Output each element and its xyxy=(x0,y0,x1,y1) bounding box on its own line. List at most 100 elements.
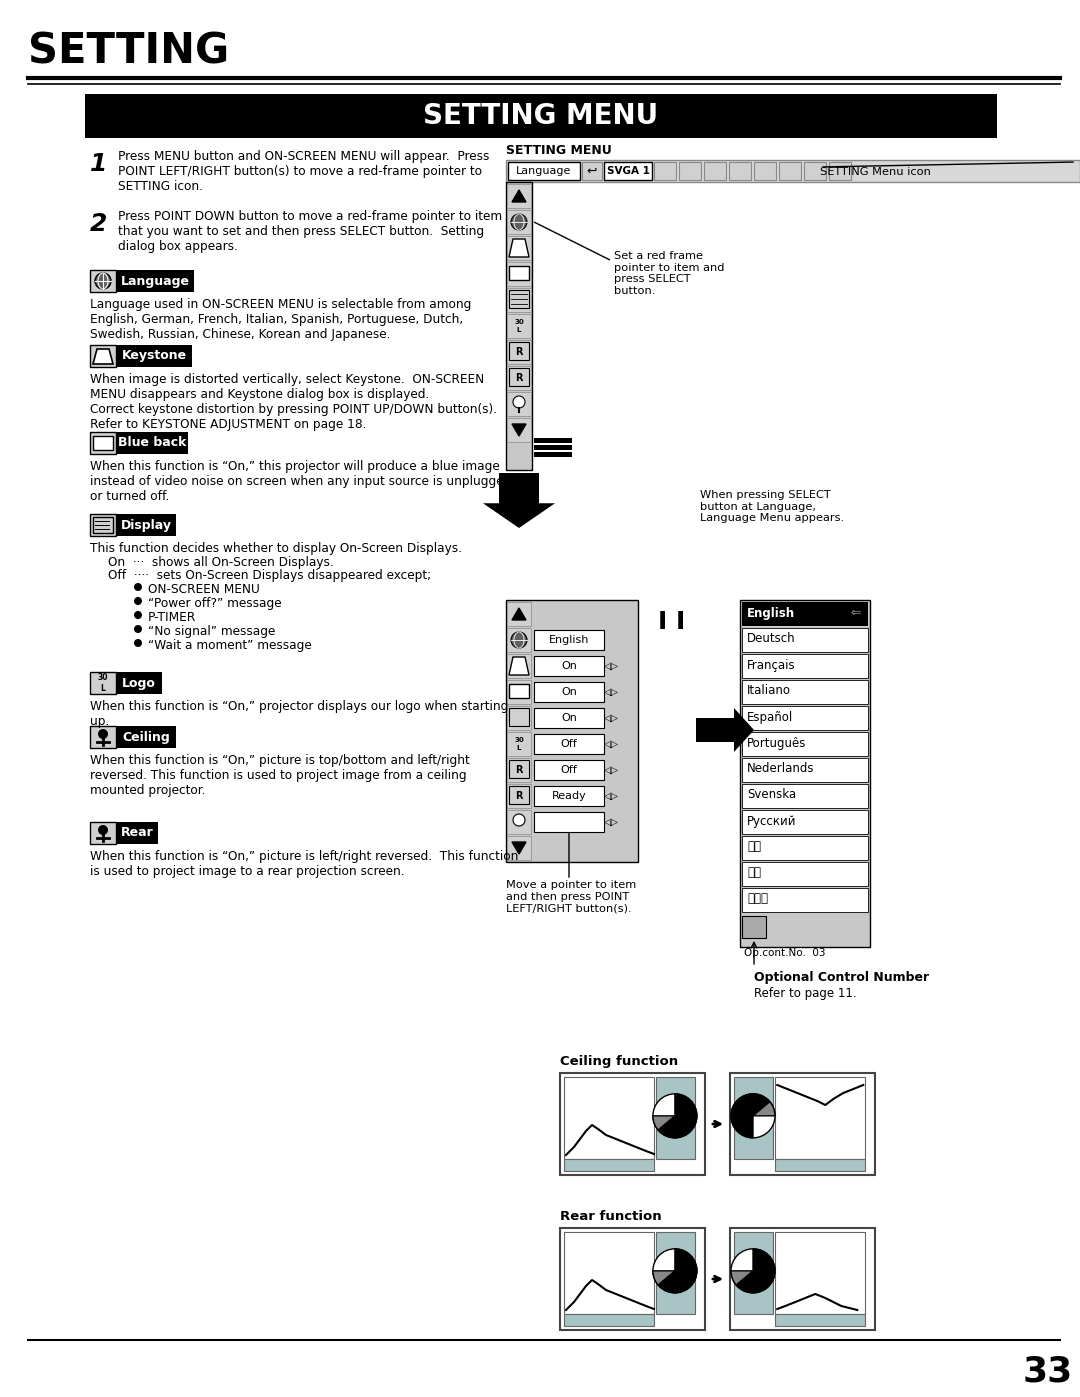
Text: ◁▷: ◁▷ xyxy=(604,739,619,749)
Bar xyxy=(116,672,162,694)
Bar xyxy=(742,629,868,652)
Bar xyxy=(779,162,801,180)
Bar xyxy=(509,291,529,307)
Bar xyxy=(534,708,604,728)
Bar xyxy=(534,630,604,650)
Bar xyxy=(742,810,868,834)
Text: When this function is “On,” this projector will produce a blue image
instead of : When this function is “On,” this project… xyxy=(90,460,511,503)
Text: On: On xyxy=(562,661,577,671)
Text: Español: Español xyxy=(747,711,793,724)
Bar xyxy=(742,680,868,704)
Bar xyxy=(507,182,532,469)
Circle shape xyxy=(731,1249,775,1292)
Bar xyxy=(507,705,531,731)
Bar xyxy=(534,453,572,457)
Bar xyxy=(730,1073,875,1175)
Circle shape xyxy=(513,395,525,408)
Text: ◁▷: ◁▷ xyxy=(604,661,619,671)
Bar xyxy=(90,726,116,747)
Bar xyxy=(116,345,192,367)
Bar xyxy=(734,1077,773,1160)
Text: “Power off?” message: “Power off?” message xyxy=(148,597,282,610)
Bar xyxy=(742,784,868,807)
Polygon shape xyxy=(512,190,526,203)
Circle shape xyxy=(98,729,108,739)
Bar xyxy=(507,599,638,862)
Text: English: English xyxy=(747,606,795,619)
Text: ◁▷: ◁▷ xyxy=(604,712,619,724)
Bar xyxy=(507,835,531,861)
Bar xyxy=(534,760,604,780)
Bar xyxy=(730,1228,875,1330)
Polygon shape xyxy=(483,474,555,528)
Text: Rear: Rear xyxy=(121,827,153,840)
Circle shape xyxy=(95,272,111,289)
Circle shape xyxy=(134,583,141,591)
Text: This function decides whether to display On-Screen Displays.: This function decides whether to display… xyxy=(90,542,462,555)
Text: 1: 1 xyxy=(90,152,107,176)
Text: ↩: ↩ xyxy=(586,165,597,177)
Bar xyxy=(90,270,116,292)
Bar xyxy=(90,514,116,536)
Text: When this function is “On,” picture is left/right reversed.  This function
is us: When this function is “On,” picture is l… xyxy=(90,849,518,877)
Bar xyxy=(116,432,188,454)
Bar xyxy=(742,916,766,937)
Bar xyxy=(704,162,726,180)
Bar xyxy=(729,162,751,180)
Text: Optional Control Number: Optional Control Number xyxy=(754,971,929,983)
Text: English: English xyxy=(549,636,590,645)
Circle shape xyxy=(134,597,141,605)
Polygon shape xyxy=(509,239,529,257)
Bar xyxy=(564,1315,653,1326)
Bar xyxy=(507,680,531,704)
Bar xyxy=(507,810,531,834)
Bar xyxy=(564,1232,653,1315)
Bar xyxy=(679,162,701,180)
Bar xyxy=(507,184,531,208)
Text: 日本語: 日本語 xyxy=(747,893,768,905)
Text: Language: Language xyxy=(121,274,189,288)
Bar xyxy=(90,345,116,367)
Text: Press POINT DOWN button to move a red-frame pointer to item
that you want to set: Press POINT DOWN button to move a red-fr… xyxy=(118,210,502,253)
Bar xyxy=(742,705,868,731)
Bar xyxy=(734,1232,773,1315)
Bar xyxy=(582,162,602,180)
Text: Language: Language xyxy=(516,166,571,176)
Polygon shape xyxy=(93,349,113,365)
Text: Svenska: Svenska xyxy=(747,788,796,802)
Text: Português: Português xyxy=(747,736,807,750)
Bar xyxy=(775,1315,865,1326)
Text: Rear function: Rear function xyxy=(561,1210,662,1222)
Bar xyxy=(90,672,116,694)
Text: Nederlands: Nederlands xyxy=(747,763,814,775)
Bar xyxy=(507,393,531,416)
Circle shape xyxy=(653,1249,697,1292)
Text: Ceiling function: Ceiling function xyxy=(561,1055,678,1067)
Text: SETTING: SETTING xyxy=(28,29,229,73)
Bar xyxy=(534,787,604,806)
Text: Display: Display xyxy=(121,518,172,531)
Text: Blue back: Blue back xyxy=(118,436,186,450)
Bar xyxy=(507,161,1080,182)
Bar xyxy=(742,654,868,678)
Bar xyxy=(90,821,116,844)
Bar xyxy=(93,436,113,450)
Text: SETTING MENU: SETTING MENU xyxy=(507,144,611,156)
Bar xyxy=(564,1160,653,1171)
Text: 2: 2 xyxy=(90,212,107,236)
Bar xyxy=(508,162,580,180)
Bar xyxy=(507,602,531,626)
Bar xyxy=(116,726,176,747)
Text: Refer to page 11.: Refer to page 11. xyxy=(754,988,856,1000)
Text: ◁▷: ◁▷ xyxy=(604,817,619,827)
Bar xyxy=(507,654,531,678)
Bar xyxy=(509,708,529,726)
Text: 30
L: 30 L xyxy=(514,738,524,750)
Bar xyxy=(656,1077,696,1160)
Text: When this function is “On,” projector displays our logo when starting
up.: When this function is “On,” projector di… xyxy=(90,700,509,728)
Bar xyxy=(507,418,531,441)
Bar xyxy=(742,888,868,912)
Wedge shape xyxy=(658,1094,697,1137)
Bar xyxy=(509,265,529,279)
Bar xyxy=(85,94,997,138)
